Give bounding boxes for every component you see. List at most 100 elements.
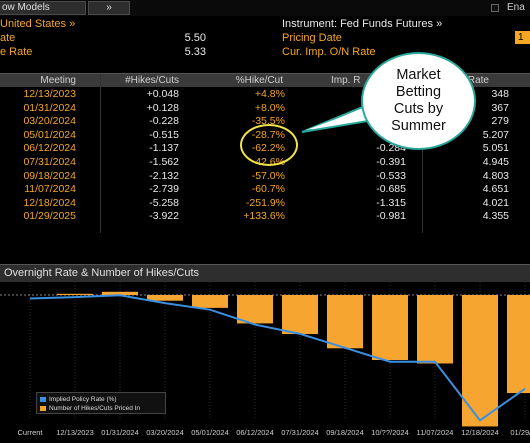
- meeting-table: 12/13/2023 +0.048 +4.8% 348 01/31/2024 +0.128…: [0, 88, 530, 224]
- instrument-selector[interactable]: Instrument: Fed Funds Futures »: [282, 18, 443, 30]
- legend-item-bar: Number of Hikes/Cuts Priced In: [40, 404, 140, 413]
- implied-rate-value: 279: [491, 115, 509, 128]
- hikes-cuts-bar: [372, 295, 408, 360]
- pct-hike-cut-value: -60.7%: [251, 183, 285, 196]
- implied-rate-change: -0.981: [376, 210, 406, 223]
- table-row[interactable]: 01/31/2024 +0.128 +8.0% 367: [0, 102, 530, 116]
- meeting-date: 03/20/2024: [23, 115, 76, 128]
- hikes-cuts-bar: [192, 295, 228, 308]
- hikes-cuts-bar: [102, 291, 138, 295]
- table-row[interactable]: 09/18/2024 -2.132 -57.0% -0.533 4.803: [0, 170, 530, 184]
- legend-item-line: Implied Policy Rate (%): [40, 395, 117, 404]
- legend-line-label: Implied Policy Rate (%): [49, 396, 117, 403]
- hikes-cuts-bar: [57, 293, 93, 295]
- meeting-date: 11/07/2024: [24, 183, 76, 196]
- col-meeting[interactable]: Meeting: [40, 75, 76, 86]
- implied-rate-value: 348: [491, 88, 509, 100]
- meeting-date: 05/01/2024: [23, 128, 76, 141]
- col-pct-hike-cut[interactable]: %Hike/Cut: [235, 75, 283, 86]
- x-tick-label: 03/20/2024: [146, 428, 184, 437]
- implied-rate-value: 367: [491, 101, 509, 114]
- meeting-date: 01/31/2024: [23, 101, 76, 114]
- rate-value-1: 5.50: [184, 32, 206, 44]
- implied-rate-value: 4.355: [482, 210, 509, 223]
- hikes-cuts-bar: [282, 295, 318, 335]
- x-tick-label: 10/??/2024: [371, 428, 409, 437]
- table-row[interactable]: 12/18/2024 -5.258 -251.9% -1.315 4.021: [0, 197, 530, 211]
- x-tick-label: 07/31/2024: [281, 428, 319, 437]
- table-row[interactable]: 11/07/2024 -2.739 -60.7% -0.685 4.651: [0, 183, 530, 197]
- implied-rate-value: 4.945: [482, 155, 509, 168]
- hikes-cuts-value: -5.258: [149, 196, 179, 209]
- hikes-cuts-value: -0.515: [149, 128, 179, 141]
- hikes-cuts-value: -1.137: [149, 142, 179, 155]
- x-tick-label: 06/12/2024: [236, 428, 274, 437]
- top-toolbar: ow Models » Ena: [0, 0, 530, 16]
- models-button[interactable]: ow Models: [0, 1, 86, 15]
- rate-hikes-chart: Current 12/13/2023 01/31/2024 03/20/2024 05/…: [0, 282, 530, 437]
- callout-line-4: Summer: [391, 118, 446, 134]
- table-row[interactable]: 03/20/2024 -0.228 -35.5% 279: [0, 115, 530, 129]
- x-tick-label: Current: [17, 428, 43, 437]
- implied-rate-value: 5.207: [482, 128, 509, 141]
- meeting-date: 07/31/2024: [23, 155, 76, 168]
- rate-label-2: e Rate: [0, 46, 33, 58]
- table-row[interactable]: 01/29/2025 -3.922 +133.6% -0.981 4.355: [0, 210, 530, 224]
- col-implied-rate[interactable]: Imp. R: [331, 75, 361, 86]
- rate-value-2: 5.33: [184, 46, 206, 58]
- implied-rate-change: -1.315: [376, 196, 406, 209]
- hikes-cuts-value: -3.922: [149, 210, 179, 223]
- hikes-cuts-value: -1.562: [149, 155, 179, 168]
- implied-rate-value: 4.021: [482, 196, 509, 209]
- hikes-cuts-bar: [237, 295, 273, 324]
- meeting-date: 06/12/2024: [23, 142, 76, 155]
- legend-bar-label: Number of Hikes/Cuts Priced In: [49, 405, 141, 412]
- x-tick-label: 11/07/2024: [417, 428, 454, 437]
- implied-rate-value: 5.051: [482, 142, 509, 155]
- enable-checkbox[interactable]: [491, 4, 499, 12]
- highlight-circle: [240, 124, 298, 166]
- hikes-cuts-value: +0.128: [146, 101, 179, 114]
- col-hikes-cuts[interactable]: #Hikes/Cuts: [125, 75, 179, 86]
- implied-rate-change: -0.533: [376, 169, 406, 182]
- meeting-date: 12/13/2023: [23, 88, 76, 100]
- expand-arrow-button[interactable]: »: [88, 1, 130, 15]
- hikes-cuts-value: -2.132: [149, 169, 179, 182]
- pct-hike-cut-value: +133.6%: [243, 210, 285, 223]
- hikes-cuts-value: -2.739: [149, 183, 179, 196]
- chart-title: Overnight Rate & Number of Hikes/Cuts: [4, 267, 200, 279]
- implied-rate-change: -0.391: [376, 155, 406, 168]
- implied-rate-value: 4.651: [482, 183, 509, 196]
- cur-rate-label: Cur. Imp. O/N Rate: [282, 46, 376, 58]
- hikes-cuts-bar: [462, 295, 498, 427]
- table-row[interactable]: 12/13/2023 +0.048 +4.8% 348: [0, 88, 530, 102]
- column-divider: [422, 73, 423, 233]
- chart-legend: Implied Policy Rate (%) Number of Hikes/…: [36, 392, 166, 414]
- hikes-cuts-bar: [147, 295, 183, 301]
- pricing-date-input[interactable]: 1: [515, 31, 530, 44]
- x-tick-label: 12/13/2023: [56, 428, 94, 437]
- hikes-cuts-value: +0.048: [146, 88, 179, 100]
- hikes-cuts-bar: [327, 295, 363, 349]
- hikes-cuts-bar: [417, 295, 453, 364]
- implied-rate-line: [29, 294, 526, 422]
- pct-hike-cut-value: -251.9%: [245, 196, 285, 209]
- pricing-date-label: Pricing Date: [282, 32, 342, 44]
- callout-line-1: Market: [396, 67, 441, 83]
- callout-line-2: Betting: [395, 84, 442, 100]
- x-tick-label: 09/18/2024: [326, 428, 364, 437]
- annotation-callout: Market Betting Cuts by Summer: [361, 52, 476, 150]
- implied-rate-change: -0.685: [376, 183, 406, 196]
- hikes-cuts-bar: [507, 295, 530, 394]
- region-selector[interactable]: United States »: [0, 18, 76, 30]
- meeting-date: 09/18/2024: [23, 169, 76, 182]
- x-tick-label: 12/18/2024: [461, 428, 499, 437]
- x-tick-label: 01/31/2024: [101, 428, 139, 437]
- meeting-date: 01/29/2025: [23, 210, 76, 223]
- chart-title-bar: Overnight Rate & Number of Hikes/Cuts: [0, 264, 530, 282]
- rate-label-1: ate: [0, 32, 16, 44]
- implied-rate-value: 4.803: [482, 169, 509, 182]
- pct-hike-cut-value: -57.0%: [251, 169, 285, 182]
- x-tick-label: 05/01/2024: [191, 428, 229, 437]
- col-rate[interactable]: Rate: [467, 75, 489, 86]
